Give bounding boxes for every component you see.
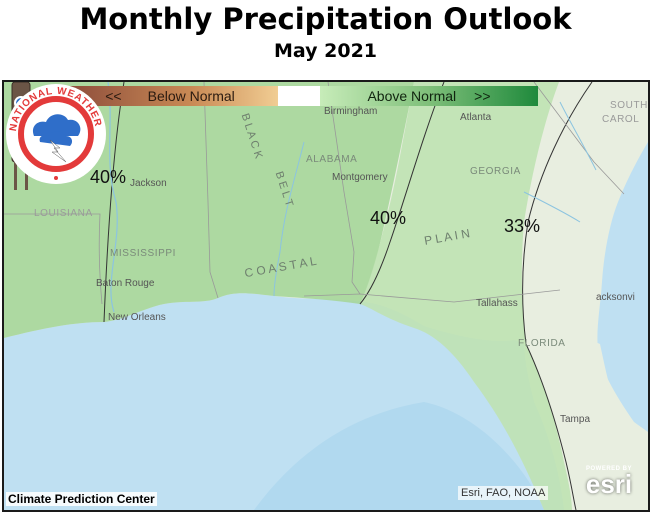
atlantic-ocean [597, 142, 648, 432]
state-label-georgia: GEORGIA [470, 166, 521, 177]
alabama-river [273, 141, 305, 297]
state-border-al-ga [327, 82, 361, 295]
contour-line-2 [359, 82, 445, 305]
page-title: Monthly Precipitation Outlook [79, 2, 572, 36]
city-label-tallahassee: Tallahass [476, 298, 518, 309]
state-label-mississippi: MISSISSIPPI [110, 248, 177, 259]
state-label-louisiana: LOUISIANA [34, 208, 93, 219]
esri-powered-by: POWERED BY [585, 466, 632, 472]
state-label-south-carolina-bottom: CAROL [602, 114, 640, 125]
city-label-birmingham: Birmingham [324, 106, 378, 117]
city-label-jackson: Jackson [130, 178, 167, 189]
legend-below-label: Below Normal [147, 88, 235, 104]
nws-logo: NATIONAL WEATHER SERVICE [4, 82, 106, 184]
contour-line-3 [522, 82, 593, 510]
esri-mark: esri [585, 469, 633, 499]
legend-below-normal: << Below Normal [62, 86, 278, 106]
state-border-fl-ga [303, 289, 561, 303]
page-subtitle: May 2021 [273, 40, 378, 62]
florida-peninsula [524, 334, 631, 510]
legend-bar: << Below Normal Above Normal >> [62, 86, 538, 106]
city-label-jacksonville: acksonvi [596, 292, 635, 303]
city-label-atlanta: Atlanta [460, 112, 492, 123]
state-label-south-carolina-top: SOUTH [610, 100, 648, 111]
city-label-tampa: Tampa [560, 414, 591, 425]
state-border-ga-sc [533, 82, 625, 195]
map-canvas [4, 82, 648, 510]
city-label-montgomery: Montgomery [332, 172, 388, 183]
savannah-river [559, 101, 597, 171]
probability-label-central: 40% [370, 208, 407, 228]
map-attribution[interactable]: Esri, FAO, NOAA [458, 486, 549, 500]
legend-above-label: Above Normal [367, 88, 457, 104]
altamaha-river [523, 191, 581, 223]
state-border-la-ms [4, 213, 103, 305]
state-label-florida: FLORIDA [518, 338, 566, 349]
state-border-ms-al [203, 82, 219, 299]
legend-normal-swatch [278, 86, 320, 106]
city-label-new-orleans: New Orleans [108, 312, 166, 323]
outlook-map[interactable]: << Below Normal Above Normal >> LOUISIAN… [2, 80, 650, 512]
city-label-baton-rouge: Baton Rouge [96, 278, 155, 289]
state-label-alabama: ALABAMA [306, 154, 358, 165]
probability-label-west: 40% [90, 167, 127, 187]
legend-left-arrows: << [105, 88, 122, 104]
legend-right-arrows: >> [474, 88, 491, 104]
legend-above-normal: Above Normal >> [320, 86, 538, 106]
climate-prediction-center-label: Climate Prediction Center [6, 492, 157, 506]
probability-label-east: 33% [504, 216, 541, 236]
gulf-darker-water [254, 402, 544, 510]
above-normal-region-east [360, 82, 572, 510]
mississippi-river [107, 82, 118, 313]
esri-logo[interactable]: POWERED BY esri [574, 466, 644, 499]
